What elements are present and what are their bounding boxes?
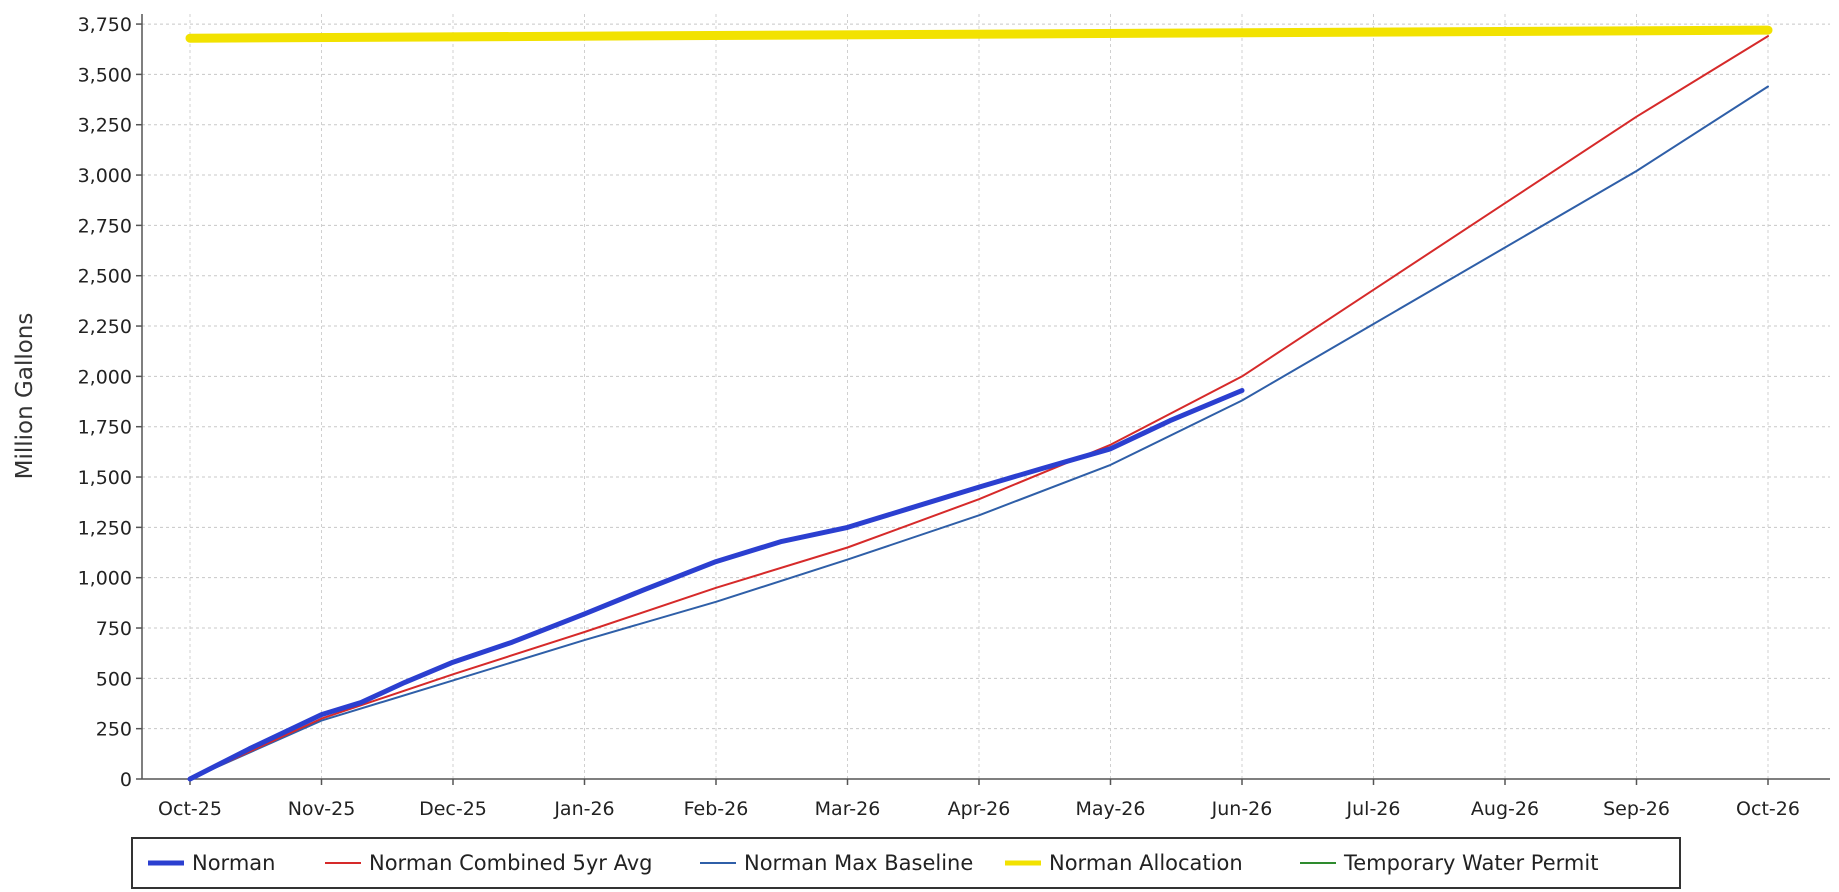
y-tick-label: 0: [120, 769, 132, 791]
x-tick-label: Apr-26: [948, 798, 1011, 820]
y-axis-label: Million Gallons: [12, 313, 38, 480]
y-tick-label: 2,750: [78, 215, 132, 237]
legend-label: Norman Allocation: [1049, 851, 1243, 875]
y-tick-label: 750: [96, 618, 132, 640]
y-tick-label: 2,500: [78, 266, 132, 288]
x-tick-labels: Oct-25 Nov-25 Dec-25 Jan-26 Feb-26 Mar-26 Apr-…: [158, 798, 1800, 820]
y-tick-label: 3,500: [78, 64, 132, 86]
y-tick-label: 1,500: [78, 467, 132, 489]
y-tick-label: 2,250: [78, 316, 132, 338]
grid-lines: [142, 14, 1830, 780]
series-lines: [185, 25, 1773, 782]
legend-label: Norman Combined 5yr Avg: [369, 851, 653, 875]
plot-background: [142, 14, 1830, 779]
y-tick-label: 2,000: [78, 366, 132, 388]
y-tick-label: 1,000: [78, 568, 132, 590]
y-tick-label: 3,000: [78, 165, 132, 187]
y-tick-label: 3,750: [78, 14, 132, 36]
x-tick-label: Oct-25: [158, 798, 222, 820]
x-tick-label: Sep-26: [1603, 798, 1670, 820]
x-tick-label: Nov-25: [288, 798, 356, 820]
x-tick-label: Jan-26: [553, 798, 614, 820]
legend-label: Norman: [192, 851, 275, 875]
y-tick-label: 500: [96, 668, 132, 690]
x-tick-label: Jun-26: [1211, 798, 1273, 820]
x-tick-label: May-26: [1076, 798, 1146, 820]
series-line-norman-combined-5yr-avg: [189, 35, 1769, 780]
y-tick-label: 1,750: [78, 417, 132, 439]
legend-label: Norman Max Baseline: [744, 851, 973, 875]
x-tick-label: Jul-26: [1346, 798, 1401, 820]
series-line-norman-max-baseline: [189, 85, 1769, 780]
y-tick-label: 3,250: [78, 115, 132, 137]
legend-box: [131, 837, 1681, 889]
legend-label: Temporary Water Permit: [1343, 851, 1598, 875]
legend: Norman Norman Combined 5yr Avg Norman Max …: [131, 837, 1681, 889]
axes: [136, 14, 1830, 785]
x-tick-label: Aug-26: [1471, 798, 1539, 820]
x-tick-label: Oct-26: [1736, 798, 1800, 820]
x-tick-label: Feb-26: [684, 798, 749, 820]
y-tick-label: 250: [96, 719, 132, 741]
series-line-norman: [187, 388, 1245, 782]
y-tick-labels: 0 250 500 750 1,000 1,250 1,500 1,750 2,000 2,250…: [78, 14, 132, 791]
y-tick-label: 1,250: [78, 517, 132, 539]
x-tick-label: Mar-26: [815, 798, 881, 820]
series-line-norman-allocation: [185, 25, 1773, 43]
x-tick-label: Dec-25: [419, 798, 487, 820]
